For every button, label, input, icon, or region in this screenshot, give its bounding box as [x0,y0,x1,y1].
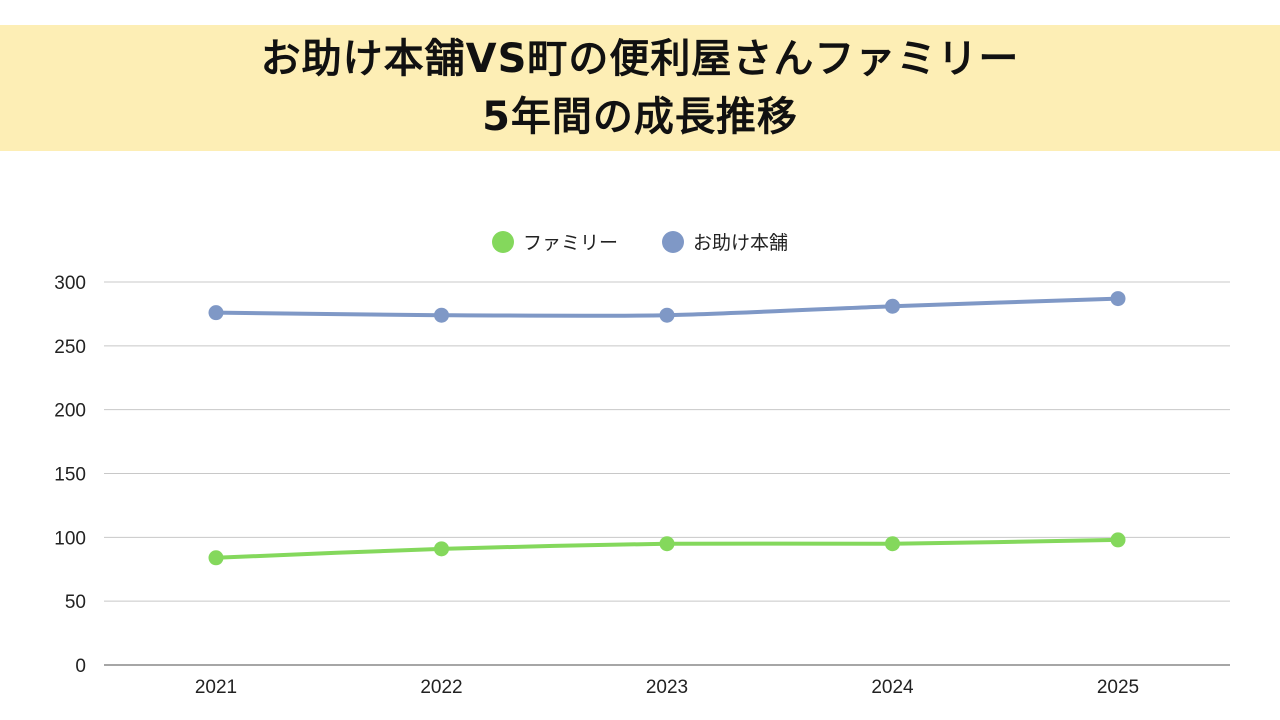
data-point-family-2022 [434,541,449,557]
data-point-family-2024 [885,536,900,552]
legend-label-family: ファミリー [522,232,618,254]
y-tick-label: 100 [54,528,86,549]
y-tick-label: 150 [54,465,86,486]
legend-label-otasuke: お助け本舗 [693,232,789,254]
data-point-otasuke-2025 [1110,291,1126,307]
data-point-otasuke-2021 [208,305,224,321]
data-point-otasuke-2022 [434,307,449,323]
chart-title-line-2: 5年間の成長推移 [482,94,798,140]
legend-item-otasuke: お助け本舗 [662,228,788,255]
y-tick-label: 50 [65,592,86,613]
x-tick-label: 2021 [195,677,237,698]
data-point-family-2021 [208,550,224,566]
data-point-family-2023 [659,536,675,552]
title-banner: お助け本舗VS町の便利屋さんファミリー 5年間の成長推移 [0,25,1280,151]
legend-item-family: ファミリー [491,228,618,255]
chart-title-line-1: お助け本舗VS町の便利屋さんファミリー [260,36,1020,82]
x-tick-label: 2024 [871,677,914,698]
legend-marker-family [491,230,514,253]
y-tick-label: 300 [54,273,86,294]
data-point-family-2025 [1110,532,1126,548]
legend-marker-otasuke [662,230,684,253]
x-tick-label: 2023 [646,677,688,698]
data-point-otasuke-2024 [885,298,900,314]
y-tick-label: 200 [54,401,86,422]
data-point-otasuke-2023 [659,307,675,323]
y-tick-label: 250 [54,337,86,358]
y-tick-label: 0 [75,656,86,677]
chart-legend: ファミリー お助け本舗 [0,228,1280,255]
x-tick-label: 2025 [1097,677,1139,698]
x-tick-label: 2022 [420,677,462,698]
